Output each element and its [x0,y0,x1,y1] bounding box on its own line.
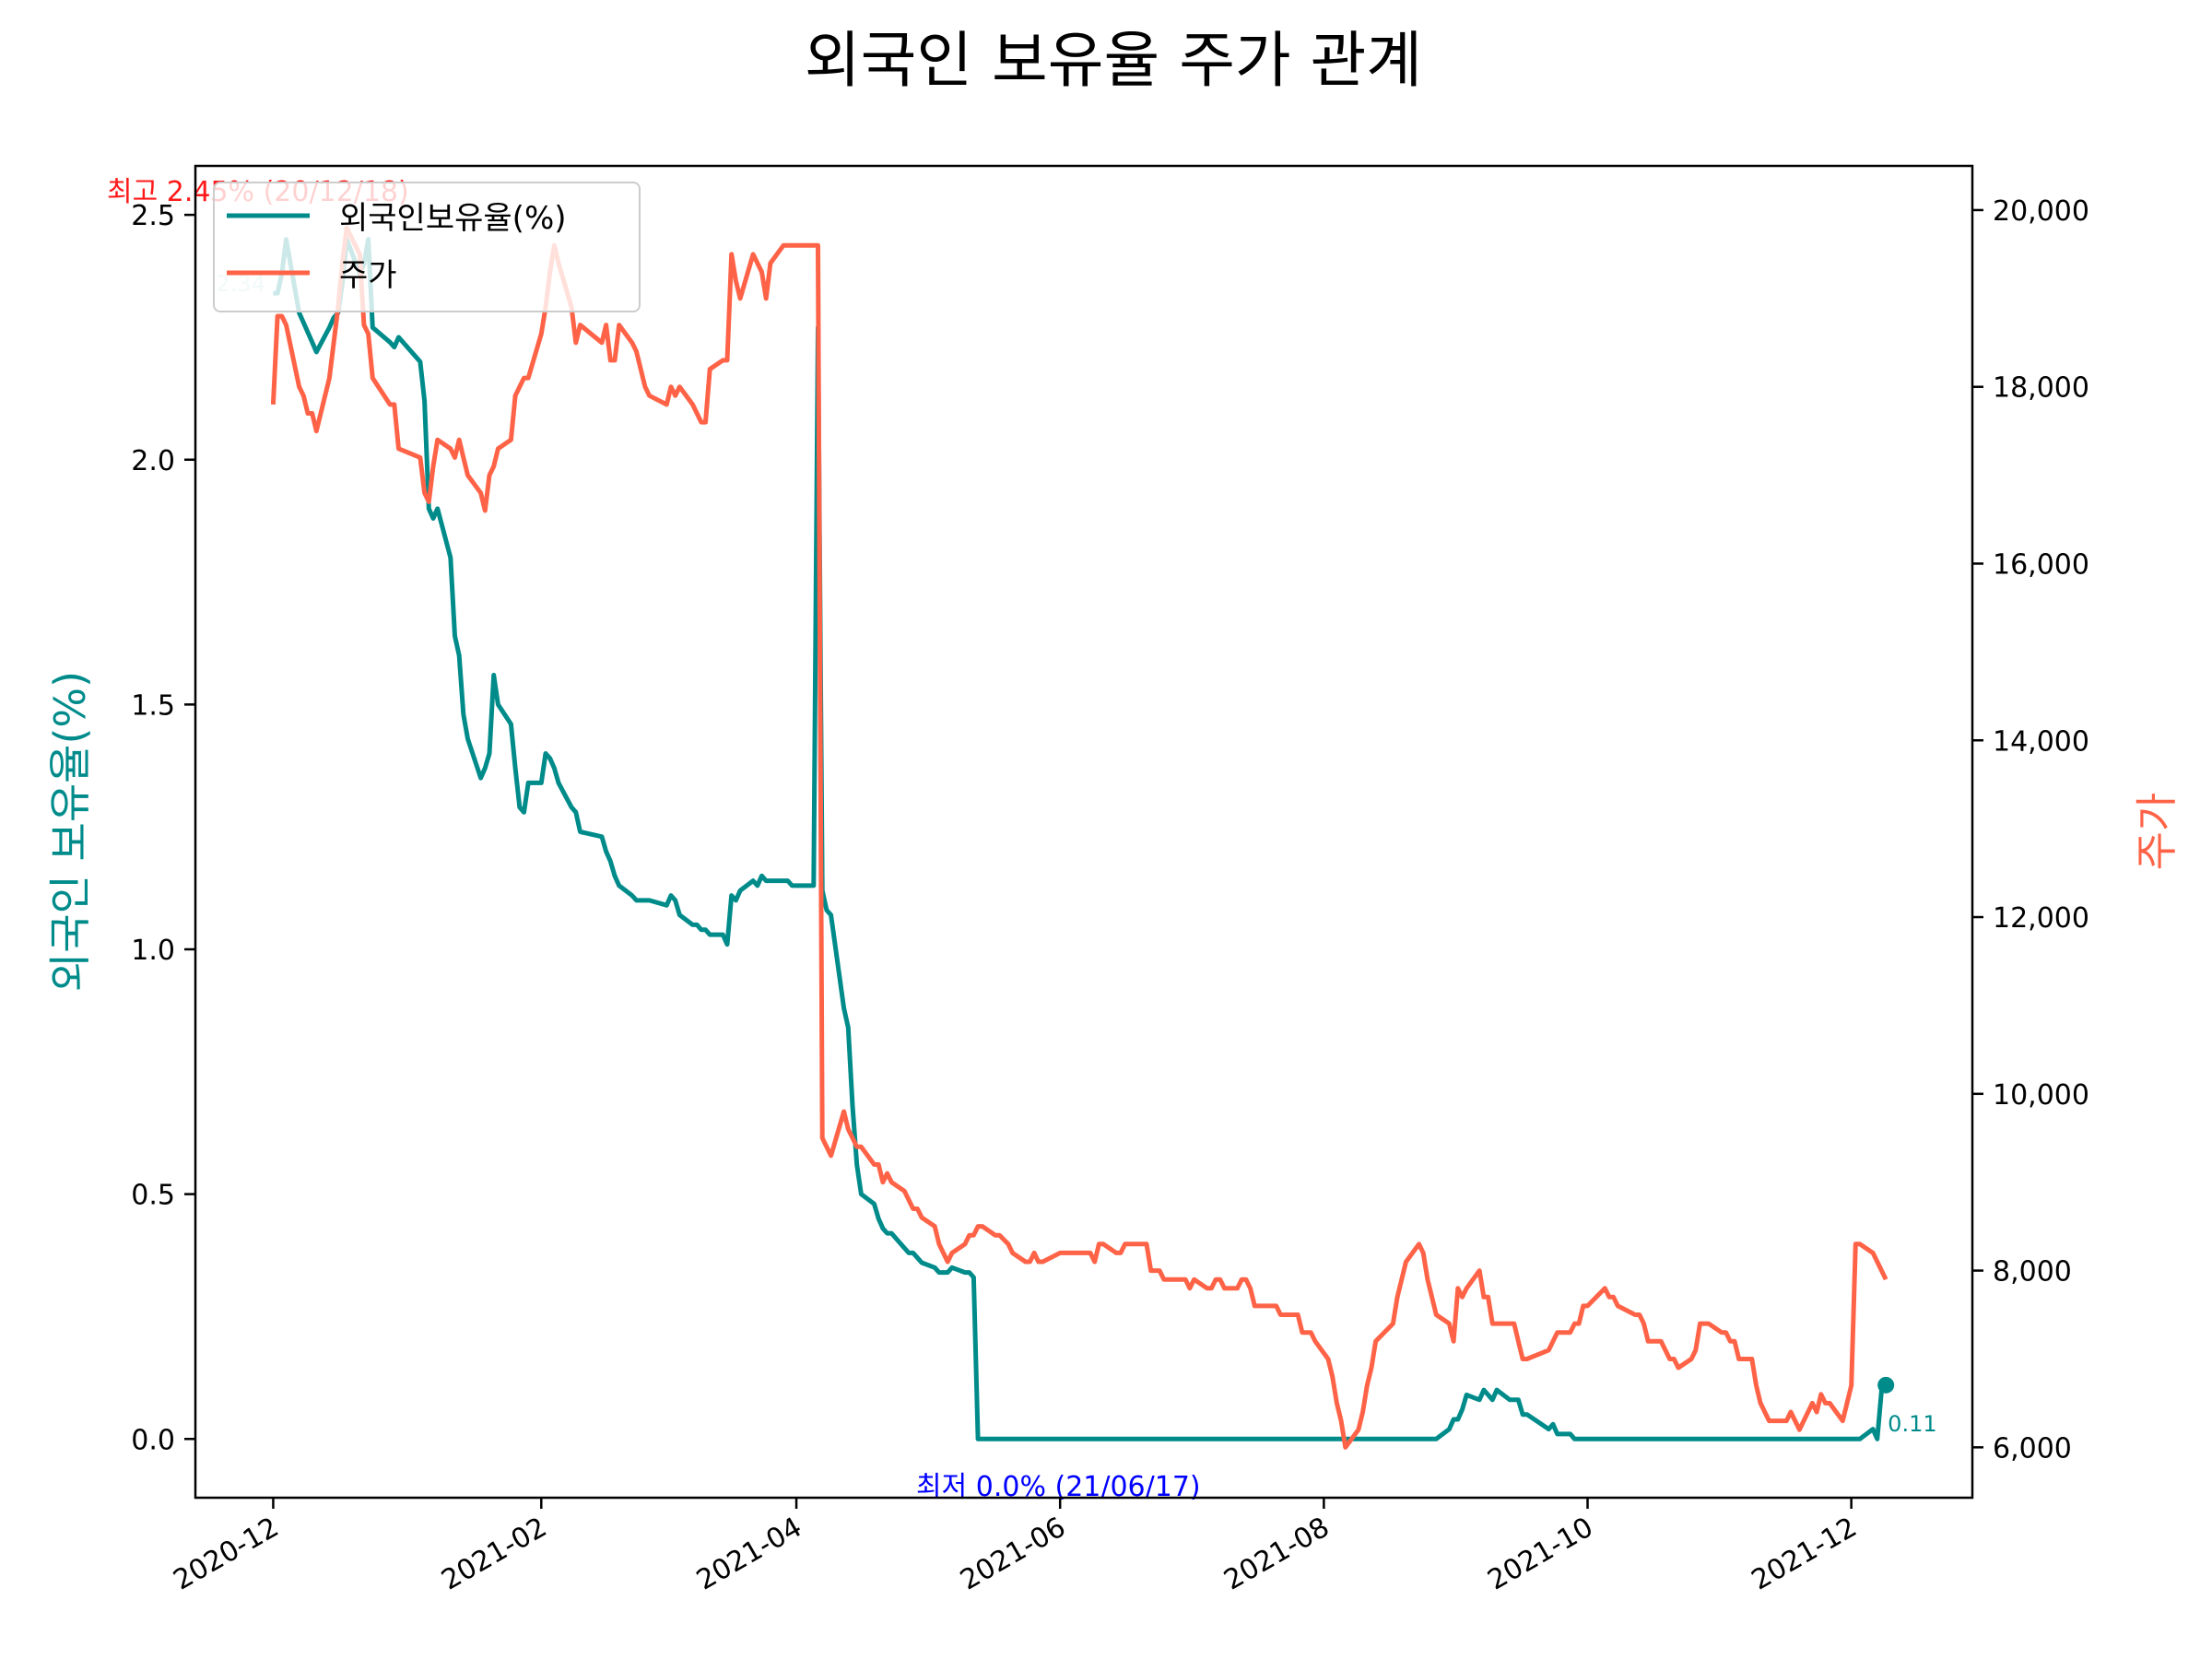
right-axis-label: 주가 [2132,793,2182,871]
right-tick-label: 14,000 [1993,725,2089,758]
end-value-label: 0.11 [1888,1411,1936,1437]
legend[interactable]: 외국인보유율(%) 주가 [213,182,641,312]
right-tick-label: 10,000 [1993,1079,2089,1112]
left-tick-label: 1.5 [131,689,175,722]
left-tick-label: 2.5 [131,200,175,232]
right-tick-label: 18,000 [1993,372,2089,405]
end-point-marker [1877,1376,1895,1394]
left-tick-label: 2.0 [131,445,175,477]
left-axis-label: 외국인 보유율(%) [45,671,95,992]
right-tick-label: 8,000 [1993,1256,2072,1288]
foreign-ownership-line [273,237,1888,1441]
chart-title: 외국인 보유율 주가 관계 [805,25,1422,96]
right-tick-label: 6,000 [1993,1432,2072,1465]
right-tick-label: 12,000 [1993,902,2089,935]
left-tick-label: 1.0 [131,935,175,967]
left-tick-label: 0.5 [131,1180,175,1212]
legend-label-foreign: 외국인보유율(%) [339,200,567,237]
left-tick-label: 0.0 [131,1424,175,1456]
plot-frame [194,164,1974,1500]
legend-box [213,182,641,312]
right-tick-label: 20,000 [1993,195,2089,228]
right-tick-label: 16,000 [1993,548,2089,581]
legend-label-price: 주가 [339,257,397,294]
